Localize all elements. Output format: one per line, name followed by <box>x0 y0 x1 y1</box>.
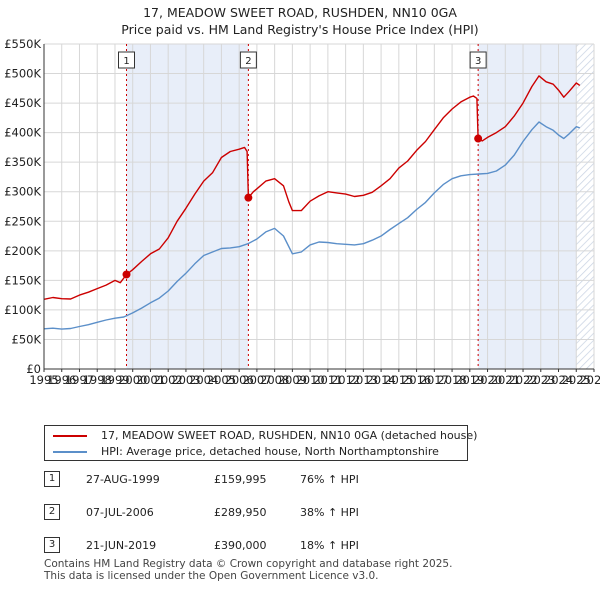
hpi-series-line <box>43 121 581 330</box>
x-tick-label: 1995 <box>29 373 58 387</box>
y-tick-label: £250K <box>4 214 41 228</box>
x-tick-label: 1996 <box>47 373 76 387</box>
x-tick-label: 2007 <box>242 373 271 387</box>
sale-point <box>474 134 483 143</box>
sale-date: 07-JUL-2006 <box>86 506 154 519</box>
legend-swatch-property <box>53 435 87 437</box>
sale-number: 2 <box>44 504 60 520</box>
x-tick-label: 2008 <box>260 373 289 387</box>
sale-marker-label: 1 <box>123 56 129 67</box>
footer: Contains HM Land Registry data © Crown c… <box>44 558 452 582</box>
sale-hpi-change: 76% ↑ HPI <box>300 473 359 486</box>
x-tick-label: 2023 <box>526 373 555 387</box>
y-tick-label: £100K <box>4 303 41 317</box>
y-tick-label: £300K <box>4 185 41 199</box>
price-chart: 1 2 3 £0 £50K £100K £150K £200K £250K £300K £350K… <box>4 37 600 387</box>
legend-item-property: 17, MEADOW SWEET ROAD, RUSHDEN, NN10 0GA… <box>53 428 477 444</box>
legend-item-hpi: HPI: Average price, detached house, Nort… <box>53 444 439 460</box>
sale-number: 3 <box>44 537 60 553</box>
sale-date: 21-JUN-2019 <box>86 539 157 552</box>
x-tick-label: 2010 <box>295 373 324 387</box>
y-tick-label: £150K <box>4 273 41 287</box>
sale-marker-label: 2 <box>245 56 251 67</box>
property-series-line <box>43 75 581 300</box>
x-tick-label: 2019 <box>455 373 484 387</box>
chart-title-line1: 17, MEADOW SWEET ROAD, RUSHDEN, NN10 0GA <box>143 5 457 20</box>
legend-label-property: 17, MEADOW SWEET ROAD, RUSHDEN, NN10 0GA… <box>101 429 478 442</box>
x-tick-label: 2022 <box>508 373 537 387</box>
y-tick-label: £450K <box>4 96 41 110</box>
sale-hpi-change: 18% ↑ HPI <box>300 539 359 552</box>
ownership-band <box>478 44 577 369</box>
x-tick-label: 2011 <box>313 373 342 387</box>
x-tick-label: 2001 <box>136 373 165 387</box>
sale-price: £390,000 <box>214 539 267 552</box>
x-tick-label: 2004 <box>189 373 218 387</box>
x-tick-label: 2016 <box>402 373 431 387</box>
sale-marker-box <box>469 51 487 69</box>
sale-point <box>244 193 253 202</box>
sale-row: 2 07-JUL-2006 £289,950 38% ↑ HPI <box>0 503 600 523</box>
sale-marker-box <box>239 51 257 69</box>
footer-line1: Contains HM Land Registry data © Crown c… <box>44 558 453 570</box>
x-tick-label: 2002 <box>154 373 183 387</box>
x-tick-label: 2000 <box>118 373 147 387</box>
x-tick-label: 2005 <box>207 373 236 387</box>
legend-swatch-hpi <box>53 451 87 453</box>
x-tick-label: 2026 <box>579 373 600 387</box>
y-tick-label: £0 <box>26 362 41 376</box>
sale-hpi-change: 38% ↑ HPI <box>300 506 359 519</box>
y-tick-label: £350K <box>4 155 41 169</box>
x-tick-label: 2009 <box>278 373 307 387</box>
sale-row: 3 21-JUN-2019 £390,000 18% ↑ HPI <box>0 536 600 556</box>
x-tick-label: 2020 <box>473 373 502 387</box>
legend: 17, MEADOW SWEET ROAD, RUSHDEN, NN10 0GA… <box>44 425 477 461</box>
x-tick-label: 2024 <box>544 373 573 387</box>
legend-label-hpi: HPI: Average price, detached house, Nort… <box>101 445 439 458</box>
sale-marker-box <box>118 51 135 69</box>
y-tick-label: £200K <box>4 244 41 258</box>
x-tick-label: 1998 <box>83 373 112 387</box>
footer-line2: This data is licensed under the Open Gov… <box>44 570 379 582</box>
y-tick-label: £50K <box>12 332 42 346</box>
x-tick-label: 2025 <box>562 373 591 387</box>
x-tick-label: 2006 <box>225 373 254 387</box>
chart-title-line2: Price paid vs. HM Land Registry's House … <box>121 22 479 37</box>
forecast-hatch <box>576 44 594 369</box>
x-tick-label: 2013 <box>349 373 378 387</box>
x-tick-label: 2014 <box>366 373 395 387</box>
x-tick-label: 2003 <box>171 373 200 387</box>
sale-marker-label: 3 <box>475 56 481 67</box>
x-tick-label: 2017 <box>420 373 449 387</box>
sale-date: 27-AUG-1999 <box>86 473 160 486</box>
y-tick-label: £550K <box>4 37 41 51</box>
x-tick-label: 2021 <box>491 373 520 387</box>
sale-row: 1 27-AUG-1999 £159,995 76% ↑ HPI <box>0 470 600 490</box>
x-tick-label: 1999 <box>100 373 129 387</box>
sale-point <box>122 270 131 279</box>
sale-price: £159,995 <box>214 473 267 486</box>
x-tick-label: 2015 <box>384 373 413 387</box>
y-tick-label: £500K <box>4 67 41 81</box>
x-tick-label: 1997 <box>65 373 94 387</box>
sale-number: 1 <box>44 471 60 487</box>
x-tick-label: 2012 <box>331 373 360 387</box>
y-tick-label: £400K <box>4 126 41 140</box>
x-tick-label: 2018 <box>437 373 466 387</box>
chart-title: 17, MEADOW SWEET ROAD, RUSHDEN, NN10 0GA… <box>0 4 600 38</box>
sale-price: £289,950 <box>214 506 267 519</box>
